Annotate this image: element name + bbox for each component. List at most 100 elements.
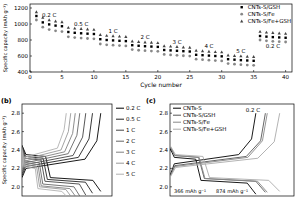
data-point bbox=[86, 37, 89, 40]
y-tick-label: 2.4 bbox=[11, 147, 20, 153]
y-tick bbox=[22, 113, 24, 114]
data-point bbox=[67, 26, 70, 29]
data-point bbox=[271, 40, 274, 43]
legend-label: CNTs-S/GSH bbox=[183, 112, 216, 118]
plot-area bbox=[22, 113, 101, 196]
data-point bbox=[99, 33, 102, 36]
data-point bbox=[176, 54, 179, 57]
data-point bbox=[54, 29, 57, 32]
legend-line bbox=[116, 174, 124, 175]
data-point bbox=[246, 55, 249, 58]
x-tick bbox=[125, 70, 126, 72]
legend-line bbox=[173, 122, 181, 123]
rate-label: 0.5 C bbox=[74, 21, 88, 27]
y-axis-label: Specific capacity (mAh g⁻¹) bbox=[1, 116, 8, 185]
data-point bbox=[259, 35, 261, 37]
y-tick bbox=[22, 131, 24, 132]
legend-line bbox=[116, 163, 124, 164]
data-point bbox=[118, 44, 121, 47]
data-point bbox=[195, 49, 198, 52]
data-point bbox=[188, 55, 191, 58]
y-tick-label: 2.6 bbox=[159, 129, 168, 135]
y-tick-label: 2.6 bbox=[11, 129, 20, 135]
data-point bbox=[131, 48, 134, 51]
data-point bbox=[118, 35, 121, 38]
data-point bbox=[195, 54, 197, 56]
data-point bbox=[73, 36, 76, 39]
plot-frame bbox=[170, 104, 294, 196]
data-point bbox=[105, 39, 107, 41]
data-point bbox=[93, 37, 96, 40]
data-point bbox=[169, 53, 172, 56]
data-point bbox=[80, 37, 83, 40]
data-point bbox=[214, 50, 217, 53]
data-point bbox=[67, 31, 69, 33]
data-point bbox=[175, 45, 178, 48]
y-tick-label: 2.4 bbox=[159, 147, 168, 153]
data-point bbox=[271, 31, 274, 34]
rate-label: 0.2 C bbox=[266, 43, 280, 49]
data-point bbox=[188, 46, 191, 49]
y-tick-label: 2.2 bbox=[159, 165, 168, 171]
data-point bbox=[93, 33, 95, 35]
legend-label: CNTs-S/Fe bbox=[248, 11, 275, 17]
capacity-annotation: 366 mAh g⁻¹ bbox=[174, 188, 206, 195]
data-point bbox=[163, 49, 165, 51]
data-point bbox=[157, 46, 159, 48]
data-point bbox=[227, 62, 230, 65]
data-point bbox=[35, 19, 38, 22]
legend-marker bbox=[241, 6, 243, 8]
y-tick-label: 600 bbox=[18, 53, 29, 59]
data-point bbox=[41, 26, 44, 29]
legend-marker bbox=[240, 20, 243, 23]
data-point bbox=[61, 30, 64, 33]
legend-line bbox=[116, 141, 124, 142]
legend-line bbox=[116, 130, 124, 131]
data-point bbox=[99, 43, 102, 46]
data-point bbox=[182, 50, 184, 52]
legend-label: 5 C bbox=[126, 171, 135, 177]
data-line bbox=[22, 113, 80, 196]
legend-line bbox=[173, 129, 181, 130]
data-point bbox=[182, 54, 185, 57]
legend-label: CNTs-S bbox=[183, 105, 202, 111]
data-point bbox=[137, 45, 139, 47]
data-point bbox=[105, 34, 108, 37]
legend-label: CNTs-S/Fe+GSH bbox=[183, 126, 226, 132]
legend-label: 1 C bbox=[126, 127, 135, 133]
y-tick-label: 2.0 bbox=[11, 184, 20, 190]
data-point bbox=[86, 28, 89, 31]
data-point bbox=[182, 46, 185, 49]
data-point bbox=[124, 45, 127, 48]
data-point bbox=[92, 28, 95, 31]
data-line bbox=[22, 113, 71, 196]
rate-label: 2 C bbox=[140, 34, 149, 40]
data-point bbox=[169, 49, 171, 51]
data-point bbox=[131, 44, 133, 46]
x-tick bbox=[30, 70, 31, 72]
panel-label: (c) bbox=[146, 97, 156, 105]
data-point bbox=[67, 35, 70, 38]
data-point bbox=[105, 43, 108, 46]
data-point bbox=[74, 32, 76, 34]
y-tick bbox=[30, 8, 32, 9]
data-point bbox=[61, 25, 63, 27]
legend-line bbox=[116, 108, 124, 109]
x-tick bbox=[157, 70, 158, 72]
data-point bbox=[118, 40, 120, 42]
data-point bbox=[201, 49, 204, 52]
data-point bbox=[35, 15, 37, 17]
x-tick-label: 35 bbox=[250, 74, 257, 80]
data-point bbox=[150, 41, 153, 44]
plot-frame bbox=[22, 104, 112, 196]
y-tick-label: 800 bbox=[18, 37, 29, 43]
x-axis-label: Cycle number bbox=[140, 81, 182, 89]
y-tick bbox=[170, 113, 172, 114]
legend-label: 0.2 C bbox=[126, 105, 140, 111]
data-point bbox=[169, 45, 172, 48]
data-point bbox=[278, 32, 281, 35]
data-point bbox=[54, 24, 56, 26]
data-point bbox=[80, 32, 82, 34]
y-tick bbox=[170, 131, 172, 132]
x-tick-label: 5 bbox=[60, 74, 64, 80]
